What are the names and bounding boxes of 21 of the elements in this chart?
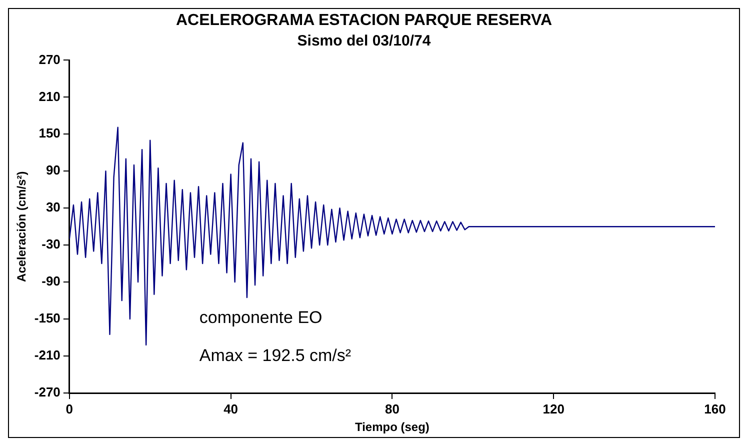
x-tick-label: 160 xyxy=(704,401,726,416)
y-tick-label: 30 xyxy=(46,200,60,215)
y-tick-label: 90 xyxy=(46,162,60,178)
x-axis-title: Tiempo (seg) xyxy=(354,420,430,434)
y-tick-label: 210 xyxy=(38,88,60,104)
annotation: componente EO xyxy=(199,308,322,327)
x-tick-label: 120 xyxy=(542,401,564,416)
annotation: Amax = 192.5 cm/s² xyxy=(199,346,352,365)
y-tick-label: -150 xyxy=(34,310,60,326)
x-tick-label: 0 xyxy=(66,401,74,416)
y-tick-label: -270 xyxy=(34,384,60,400)
y-tick-label: -210 xyxy=(34,348,60,363)
y-tick-label: 150 xyxy=(38,126,60,141)
chart-title: ACELEROGRAMA ESTACION PARQUE RESERVA xyxy=(176,12,552,30)
x-tick-label: 40 xyxy=(224,401,238,416)
y-tick-label: 270 xyxy=(38,52,60,67)
y-tick-label: -90 xyxy=(42,274,60,289)
y-axis-title: Aceleración (cm/s²) xyxy=(14,171,29,282)
chart-subtitle: Sismo del 03/10/74 xyxy=(297,32,432,50)
y-tick-label: -30 xyxy=(42,236,60,252)
x-tick-label: 80 xyxy=(384,401,400,416)
